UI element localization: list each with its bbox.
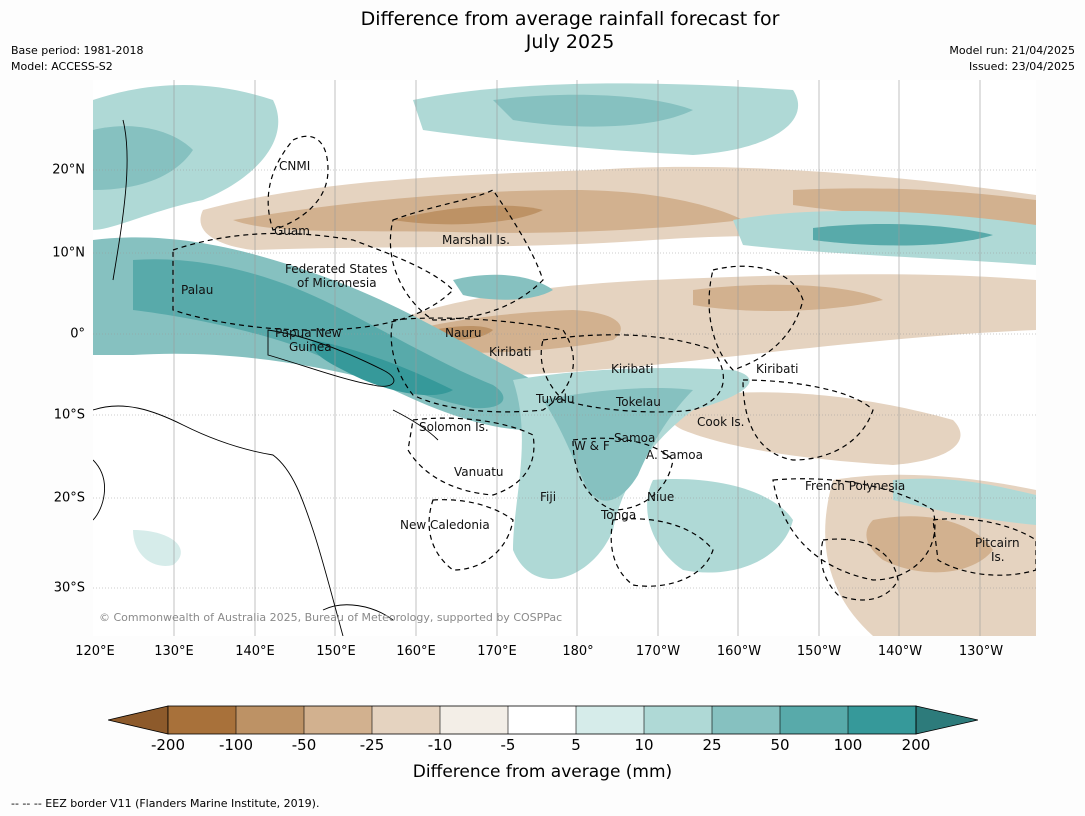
label-vanuatu: Vanuatu (454, 465, 504, 479)
legend-tick: -10 (427, 736, 453, 754)
label-guam: Guam (274, 224, 310, 238)
lon-label-160e: 160°E (396, 644, 436, 659)
eez-border-footnote: -- -- -- EEZ border V11 (Flanders Marine… (11, 797, 320, 810)
label-wallis-futuna: W & F (574, 439, 610, 453)
legend-tick: -200 (150, 736, 186, 754)
legend-tick: 5 (571, 736, 581, 754)
label-niue: Niue (647, 490, 674, 504)
lat-label-30s: 30°S (53, 580, 85, 596)
coastlines (93, 119, 439, 636)
legend-tick: 50 (770, 736, 790, 754)
legend-tick: 100 (833, 736, 863, 754)
legend-bin (848, 706, 916, 734)
copyright-notice: © Commonwealth of Australia 2025, Bureau… (99, 611, 562, 624)
label-cnmi: CNMI (279, 159, 310, 173)
lon-label-130w: 130°W (958, 644, 1004, 659)
legend-tick: -100 (218, 736, 254, 754)
lon-label-140w: 140°W (877, 644, 923, 659)
lon-label-150e: 150°E (316, 644, 356, 659)
legend-tick: 200 (901, 736, 931, 754)
eez-borders (172, 135, 1036, 601)
legend-tick: 10 (634, 736, 654, 754)
legend-bin (168, 706, 236, 734)
legend-bin (372, 706, 440, 734)
base-period-text: Base period: 1981-2018 (11, 44, 144, 57)
lat-label-10s: 10°S (53, 407, 85, 423)
legend-tick: 25 (702, 736, 722, 754)
lon-label-170w: 170°W (635, 644, 681, 659)
run-info-right: Model run: 21/04/2025 Issued: 23/04/2025 (949, 43, 1075, 75)
lon-label-120e: 120°E (75, 644, 115, 659)
map-title-line-2: July 2025 (525, 31, 615, 53)
label-cook-islands: Cook Is. (697, 415, 744, 429)
label-marshall-islands: Marshall Is. (442, 233, 510, 247)
model-run-text: Model run: 21/04/2025 (949, 44, 1075, 57)
lon-label-130e: 130°E (154, 644, 194, 659)
label-tuvalu: Tuvalu (535, 392, 575, 406)
legend-tick: -50 (291, 736, 317, 754)
issued-text: Issued: 23/04/2025 (968, 60, 1075, 73)
legend-bin (712, 706, 780, 734)
lat-label-20s: 20°S (53, 490, 85, 506)
legend-extend-dry-arrow (108, 705, 169, 735)
legend-bin (304, 706, 372, 734)
label-pitcairn-line1: Pitcairn (975, 536, 1020, 550)
label-tonga: Tonga (600, 508, 636, 522)
lat-label-eq: 0° (70, 326, 85, 342)
label-kiribati-central: Kiribati (611, 362, 653, 376)
lon-label-150w: 150°W (796, 644, 842, 659)
label-solomon-islands: Solomon Is. (419, 420, 489, 434)
label-kiribati-west: Kiribati (489, 345, 531, 359)
legend-bin (508, 706, 576, 734)
legend-extend-wet-arrow (915, 705, 978, 735)
legend-bin (440, 706, 508, 734)
label-png-line1: Papua New (275, 326, 342, 340)
place-labels: CNMI Guam Marshall Is. Federated States … (181, 159, 1020, 564)
label-palau: Palau (181, 283, 213, 297)
run-info-left: Base period: 1981-2018 Model: ACCESS-S2 (11, 43, 143, 75)
label-american-samoa: A. Samoa (646, 448, 703, 462)
label-tokelau: Tokelau (615, 395, 661, 409)
lon-label-170e: 170°E (477, 644, 517, 659)
legend-bin (780, 706, 848, 734)
model-text: Model: ACCESS-S2 (11, 60, 113, 73)
legend-tick: -25 (359, 736, 385, 754)
label-kiribati-east: Kiribati (756, 362, 798, 376)
legend-bin (644, 706, 712, 734)
label-nauru: Nauru (445, 326, 481, 340)
map-title-line-1: Difference from average rainfall forecas… (360, 8, 780, 30)
lat-label-20n: 20°N (52, 162, 85, 178)
legend-colorbar (108, 705, 978, 735)
anomaly-fields (93, 83, 1036, 636)
lat-label-10n: 10°N (52, 245, 85, 261)
map-canvas: CNMI Guam Marshall Is. Federated States … (93, 80, 1036, 636)
label-new-caledonia: New Caledonia (400, 518, 490, 532)
label-fsm-line1: Federated States (285, 262, 387, 276)
legend-bin (236, 706, 304, 734)
legend-title: Difference from average (mm) (412, 762, 673, 782)
lon-label-140e: 140°E (235, 644, 275, 659)
label-pitcairn-line2: Is. (991, 550, 1005, 564)
label-samoa: Samoa (614, 431, 655, 445)
label-fsm-line2: of Micronesia (297, 276, 377, 290)
legend-tick: -5 (500, 736, 516, 754)
label-fiji: Fiji (540, 490, 556, 504)
legend-bin (576, 706, 644, 734)
label-french-polynesia: French Polynesia (805, 479, 905, 493)
lon-label-180: 180° (562, 644, 594, 659)
graticule (93, 80, 1036, 636)
lon-label-160w: 160°W (716, 644, 762, 659)
label-png-line2: Guinea (289, 340, 332, 354)
rainfall-anomaly-map: CNMI Guam Marshall Is. Federated States … (93, 80, 1036, 636)
